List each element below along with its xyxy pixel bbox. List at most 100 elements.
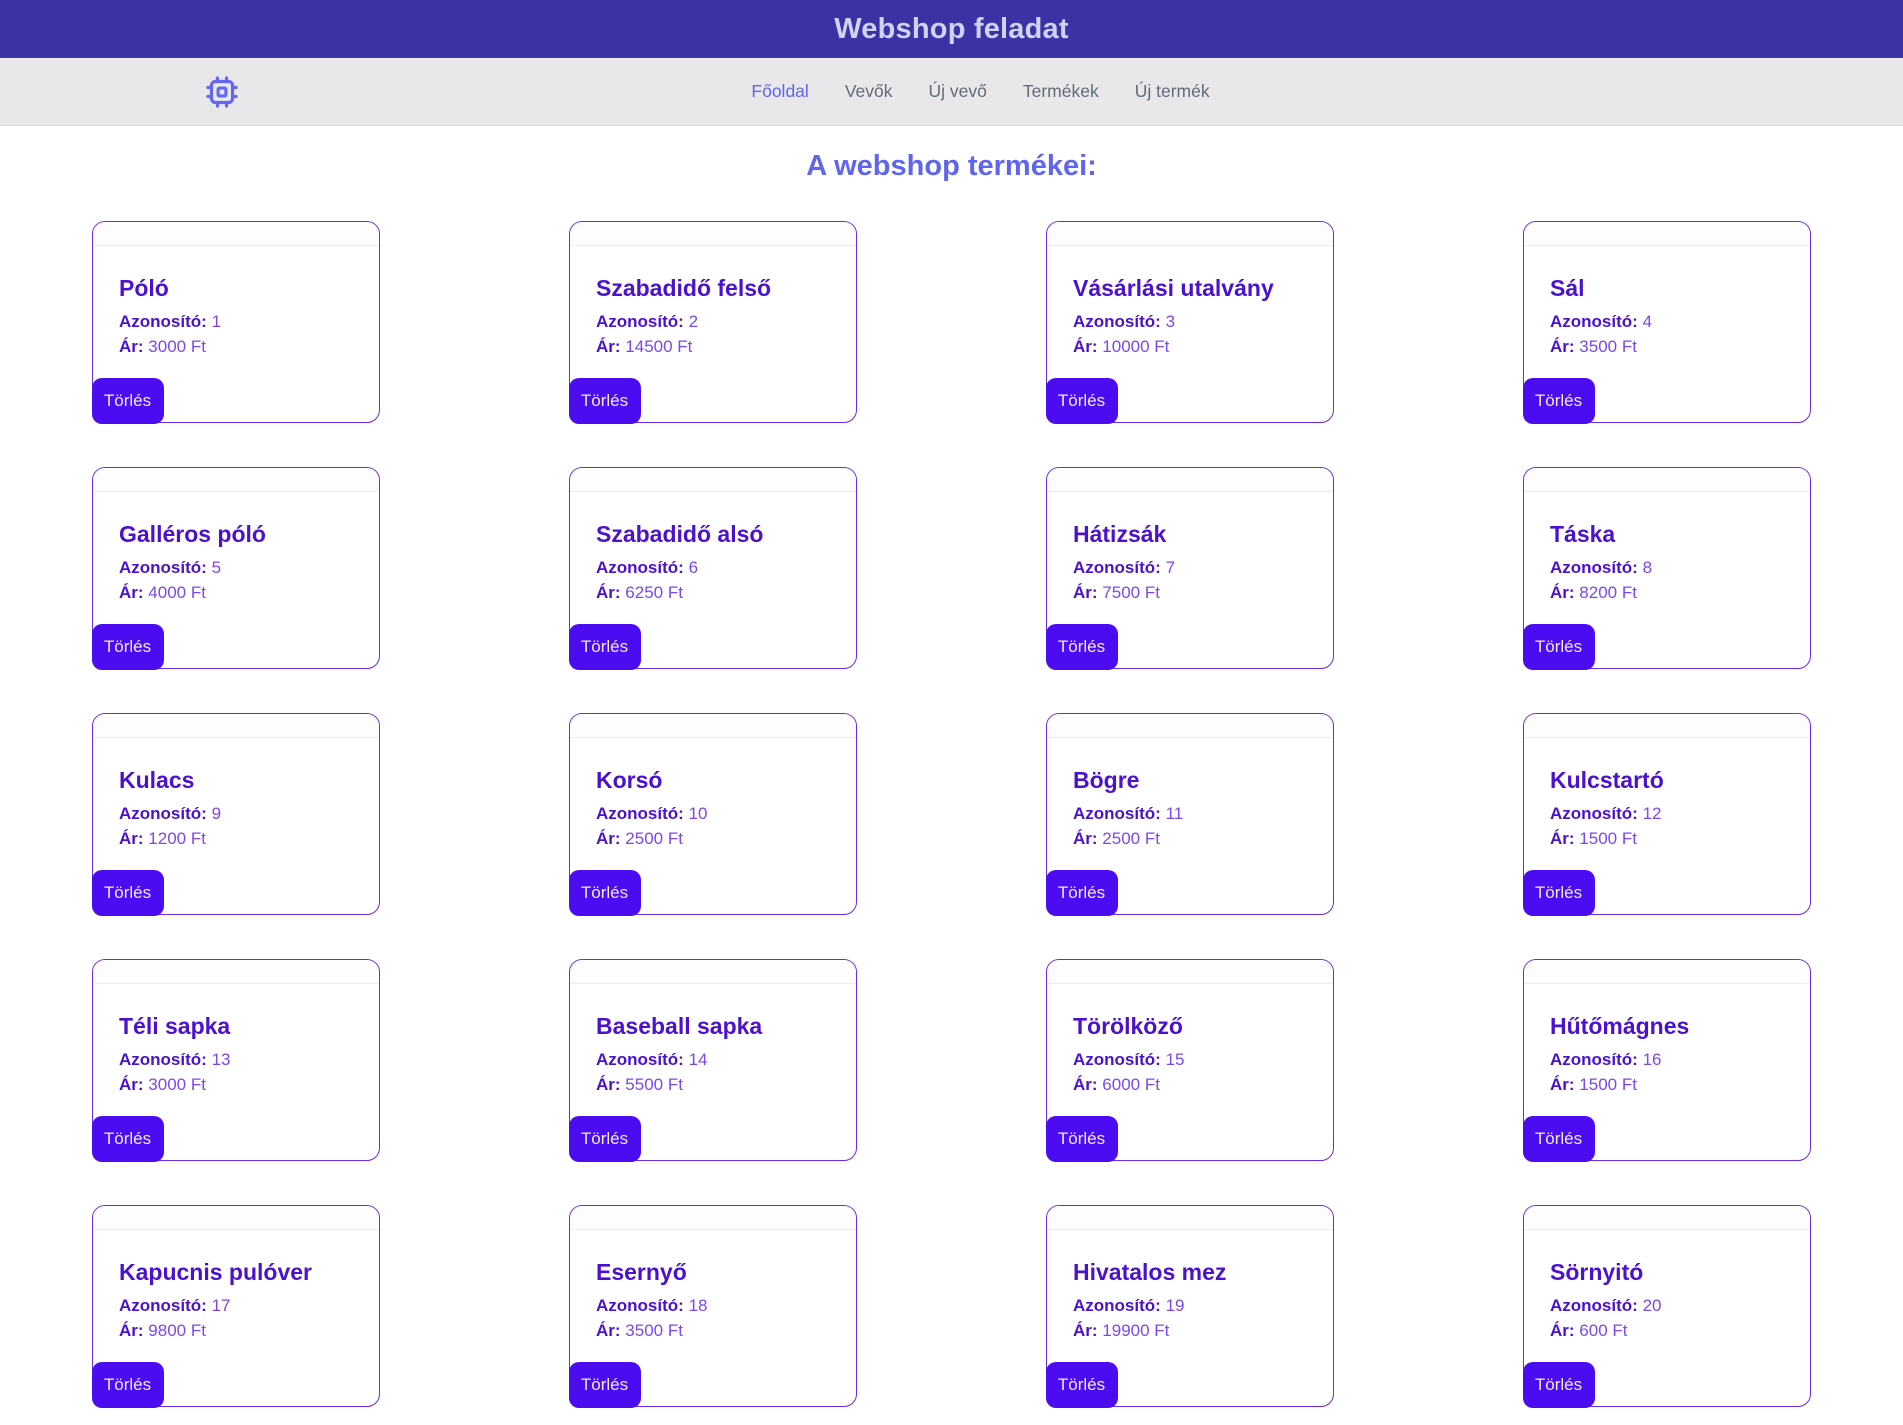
app-title: Webshop feladat [834, 12, 1069, 45]
delete-button[interactable]: Törlés [568, 623, 641, 670]
delete-button[interactable]: Törlés [1045, 377, 1118, 424]
product-price-label: Ár: [1550, 582, 1575, 602]
card-header [1047, 714, 1333, 738]
card-header [570, 468, 856, 492]
product-card: Póló Azonosító: 1 Ár: 3000 Ft Törlés [91, 221, 380, 424]
product-card: Táska Azonosító: 8 Ár: 8200 Ft Törlés [1522, 467, 1811, 670]
product-name: Sál [1550, 275, 1585, 301]
cpu-icon[interactable] [203, 73, 241, 111]
nav-link-uj-vevo[interactable]: Új vevő [928, 81, 987, 101]
delete-button[interactable]: Törlés [91, 869, 164, 916]
product-id-value: 19 [1165, 1295, 1185, 1315]
product-name: Hátizsák [1073, 521, 1167, 547]
product-id-value: 15 [1165, 1049, 1185, 1069]
product-price-label: Ár: [119, 336, 144, 356]
product-card: Esernyő Azonosító: 18 Ár: 3500 Ft Törlés [568, 1205, 857, 1408]
product-price-label: Ár: [1073, 1074, 1098, 1094]
product-id-label: Azonosító: [119, 1295, 207, 1315]
product-price-label: Ár: [1550, 336, 1575, 356]
delete-button[interactable]: Törlés [1522, 623, 1595, 670]
card-header [570, 714, 856, 738]
product-price-label: Ár: [1073, 1320, 1098, 1340]
nav-links: Főoldal Vevők Új vevő Termékek Új termék [751, 81, 1209, 102]
page-title: A webshop termékei: [806, 150, 1097, 182]
product-name: Törölköző [1073, 1013, 1183, 1039]
product-id-label: Azonosító: [1073, 1049, 1161, 1069]
nav-link-fooldal[interactable]: Főoldal [751, 81, 809, 101]
product-price-value: 19900 Ft [1102, 1320, 1170, 1340]
card-header [1524, 1206, 1810, 1230]
product-card: Törölköző Azonosító: 15 Ár: 6000 Ft Törl… [1045, 959, 1334, 1162]
product-name: Esernyő [596, 1259, 687, 1285]
product-name: Szabadidő felső [596, 275, 772, 301]
product-price-value: 14500 Ft [625, 336, 693, 356]
delete-button[interactable]: Törlés [568, 869, 641, 916]
product-name: Bögre [1073, 767, 1140, 793]
delete-button[interactable]: Törlés [568, 377, 641, 424]
product-card: Sál Azonosító: 4 Ár: 3500 Ft Törlés [1522, 221, 1811, 424]
product-name: Vásárlási utalvány [1073, 275, 1274, 301]
product-id-value: 8 [1642, 557, 1653, 577]
product-id-label: Azonosító: [1550, 311, 1638, 331]
product-price-label: Ár: [119, 828, 144, 848]
product-price-value: 3500 Ft [625, 1320, 683, 1340]
product-id-label: Azonosító: [1073, 1295, 1161, 1315]
product-price-value: 3000 Ft [148, 1074, 206, 1094]
product-name: Táska [1550, 521, 1616, 547]
product-card: Kapucnis pulóver Azonosító: 17 Ár: 9800 … [91, 1205, 380, 1408]
delete-button[interactable]: Törlés [91, 623, 164, 670]
delete-button[interactable]: Törlés [1045, 623, 1118, 670]
delete-button[interactable]: Törlés [1045, 869, 1118, 916]
product-name: Kapucnis pulóver [119, 1259, 312, 1285]
product-card: Baseball sapka Azonosító: 14 Ár: 5500 Ft… [568, 959, 857, 1162]
nav-link-vevok[interactable]: Vevők [844, 81, 893, 101]
product-price-label: Ár: [1073, 828, 1098, 848]
delete-button[interactable]: Törlés [1522, 1115, 1595, 1162]
nav-link-uj-termek[interactable]: Új termék [1134, 81, 1210, 101]
delete-button[interactable]: Törlés [1045, 1361, 1118, 1408]
card-header [93, 222, 379, 246]
product-price-value: 9800 Ft [148, 1320, 206, 1340]
delete-button[interactable]: Törlés [91, 377, 164, 424]
product-id-value: 13 [211, 1049, 231, 1069]
product-name: Szabadidő alsó [596, 521, 764, 547]
product-id-label: Azonosító: [596, 557, 684, 577]
product-card: Hűtőmágnes Azonosító: 16 Ár: 1500 Ft Tör… [1522, 959, 1811, 1162]
product-id-label: Azonosító: [119, 557, 207, 577]
delete-button[interactable]: Törlés [568, 1361, 641, 1408]
product-id-label: Azonosító: [596, 803, 684, 823]
product-id-value: 5 [211, 557, 222, 577]
product-price-value: 1200 Ft [148, 828, 206, 848]
delete-button[interactable]: Törlés [91, 1115, 164, 1162]
product-id-value: 1 [211, 311, 222, 331]
product-card: Kulacs Azonosító: 9 Ár: 1200 Ft Törlés [91, 713, 380, 916]
card-header [1047, 468, 1333, 492]
product-price-label: Ár: [596, 582, 621, 602]
product-id-value: 20 [1642, 1295, 1662, 1315]
product-card: Téli sapka Azonosító: 13 Ár: 3000 Ft Tör… [91, 959, 380, 1162]
product-name: Galléros póló [119, 521, 266, 547]
product-id-value: 9 [211, 803, 222, 823]
product-card: Szabadidő felső Azonosító: 2 Ár: 14500 F… [568, 221, 857, 424]
delete-button[interactable]: Törlés [568, 1115, 641, 1162]
product-price-label: Ár: [1550, 828, 1575, 848]
product-price-value: 600 Ft [1579, 1320, 1628, 1340]
product-id-value: 4 [1642, 311, 1653, 331]
product-price-value: 2500 Ft [1102, 828, 1160, 848]
delete-button[interactable]: Törlés [1522, 869, 1595, 916]
delete-button[interactable]: Törlés [1045, 1115, 1118, 1162]
product-id-value: 12 [1642, 803, 1662, 823]
card-header [570, 1206, 856, 1230]
delete-button[interactable]: Törlés [1522, 1361, 1595, 1408]
product-id-label: Azonosító: [119, 1049, 207, 1069]
delete-button[interactable]: Törlés [91, 1361, 164, 1408]
product-id-label: Azonosító: [1550, 1295, 1638, 1315]
product-price-value: 1500 Ft [1579, 828, 1637, 848]
delete-button[interactable]: Törlés [1522, 377, 1595, 424]
card-header [1524, 960, 1810, 984]
product-name: Kulcstartó [1550, 767, 1664, 793]
product-price-value: 5500 Ft [625, 1074, 683, 1094]
nav-link-termekek[interactable]: Termékek [1022, 81, 1099, 101]
card-header [1047, 1206, 1333, 1230]
product-card: Hátizsák Azonosító: 7 Ár: 7500 Ft Törlés [1045, 467, 1334, 670]
